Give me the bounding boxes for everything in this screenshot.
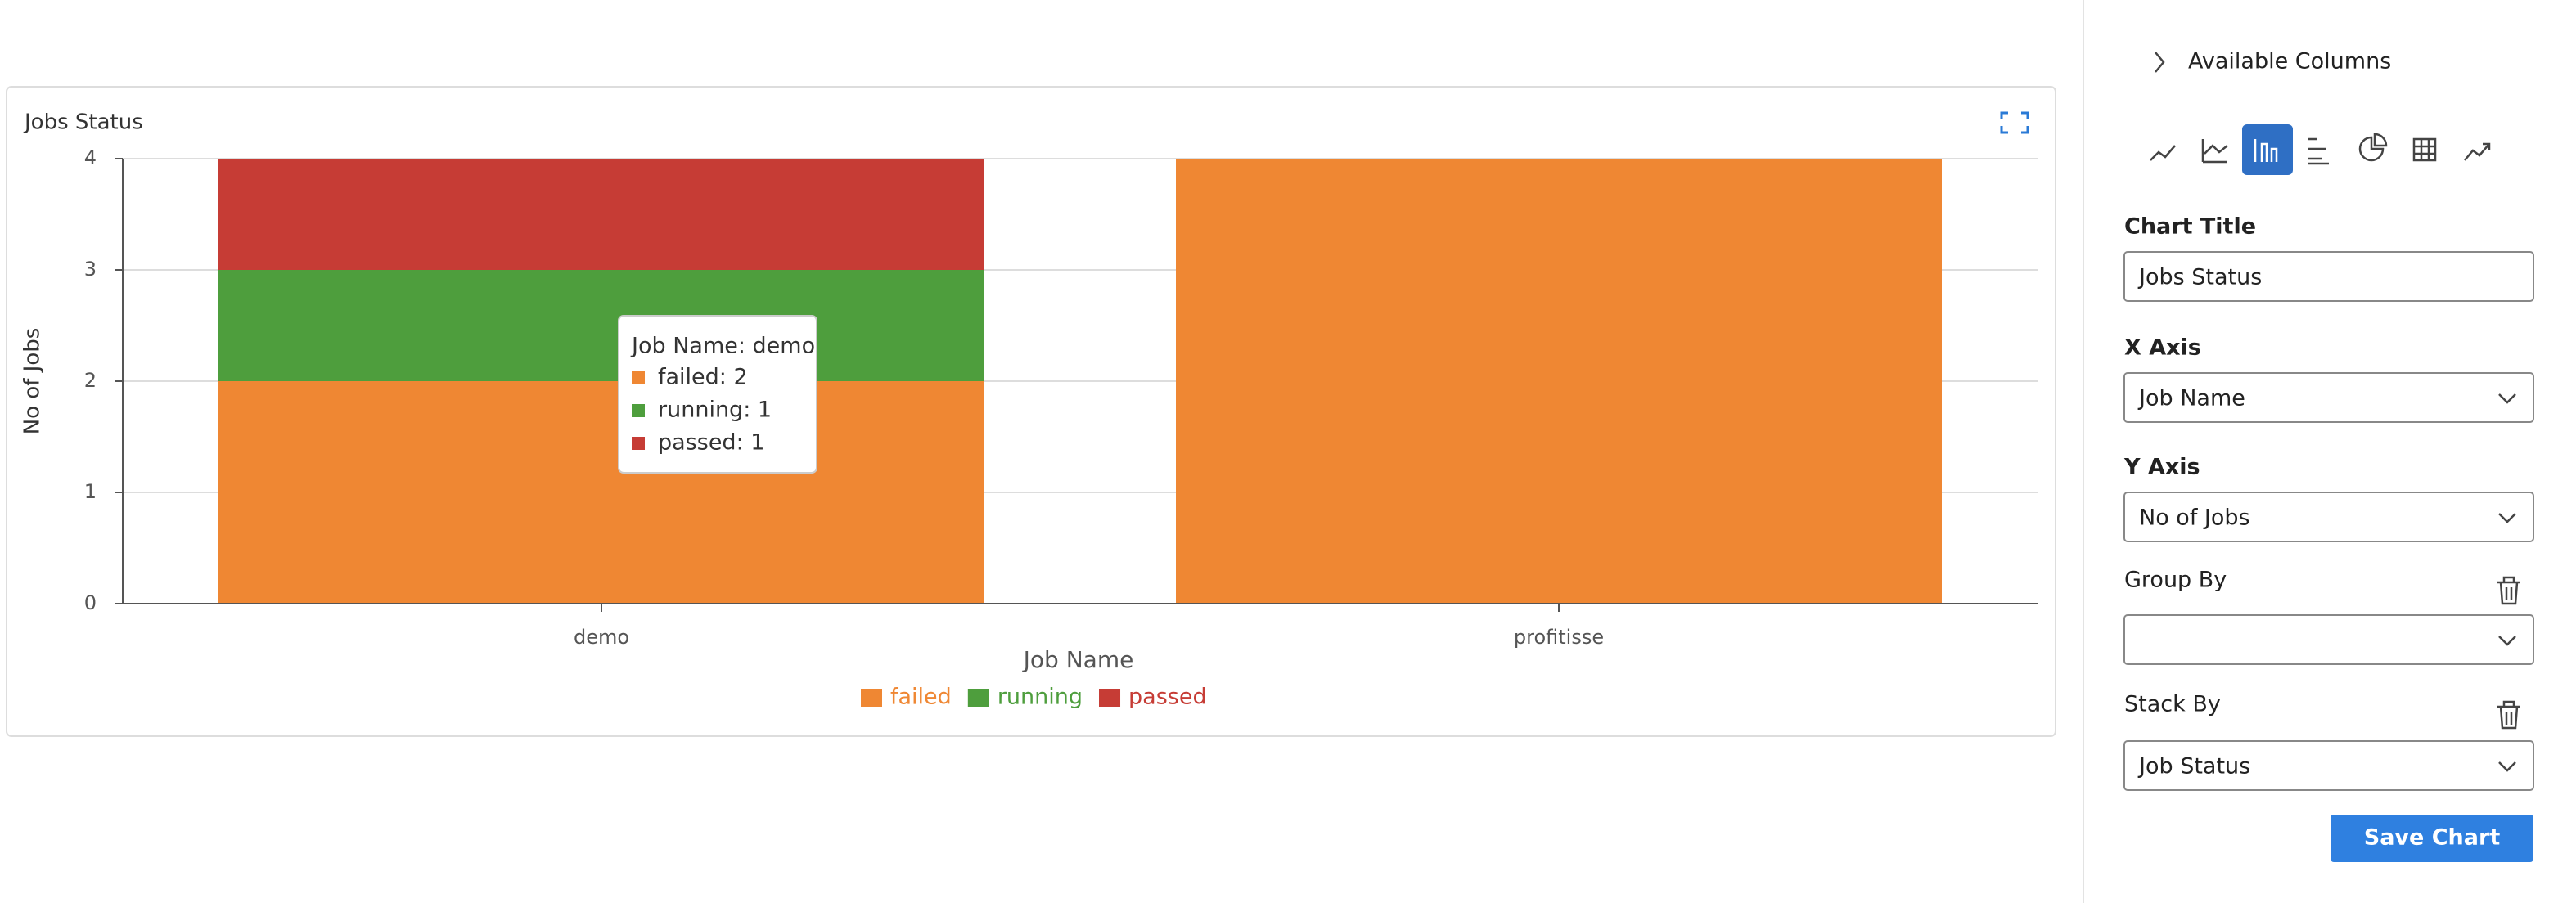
tooltip-swatch (632, 404, 645, 417)
scatter-icon[interactable] (2150, 145, 2176, 161)
trend-icon[interactable] (2464, 142, 2491, 161)
tooltip-box (618, 315, 817, 474)
table-icon[interactable] (2412, 137, 2437, 162)
y-tick-label: 1 (84, 480, 97, 503)
delete-icon[interactable] (2497, 700, 2520, 730)
pie-icon[interactable] (2358, 133, 2388, 162)
y-tick-label: 2 (84, 369, 97, 392)
field-value: Jobs Status (2137, 265, 2262, 290)
tooltip-item: failed: 2 (658, 365, 748, 390)
tooltip-swatch (632, 437, 645, 450)
field-value: Job Status (2137, 754, 2250, 779)
dropdown-chevron (2498, 513, 2516, 523)
x-tick-label: profitisse (1514, 626, 1604, 649)
area-icon[interactable] (2201, 139, 2228, 164)
chart-type-toolbar (2150, 124, 2491, 175)
bar-segment[interactable] (218, 159, 984, 270)
dropdown-chevron (2498, 761, 2516, 772)
bar-segment[interactable] (218, 270, 984, 381)
field-label: Group By (2124, 568, 2227, 593)
dropdown-chevron (2498, 636, 2516, 646)
y-tick-label: 4 (84, 146, 97, 169)
x-axis-label: Job Name (1022, 646, 1134, 673)
save-button[interactable] (2331, 815, 2533, 862)
legend-swatch (861, 689, 882, 707)
dropdown-chevron (2498, 393, 2516, 404)
tooltip-swatch (632, 371, 645, 384)
tooltip-title: Job Name: demo (630, 334, 815, 359)
field-label: X Axis (2124, 335, 2201, 361)
y-tick-label: 0 (84, 591, 97, 614)
x-tick-label: demo (574, 626, 629, 649)
legend-swatch (1099, 689, 1121, 707)
text-input[interactable] (2123, 251, 2534, 302)
legend-swatch (967, 689, 989, 707)
delete-icon[interactable] (2497, 576, 2520, 605)
tooltip-item: running: 1 (658, 398, 772, 423)
bar-segment[interactable] (218, 381, 984, 604)
field-value: Job Name (2137, 386, 2245, 411)
bar-icon (2254, 139, 2278, 162)
y-axis-label: No of Jobs (20, 328, 45, 435)
legend-label[interactable]: running (998, 685, 1083, 710)
chart-title: Jobs Status (23, 110, 143, 135)
y-tick-label: 3 (84, 258, 97, 281)
fullscreen-button[interactable] (2000, 111, 2029, 134)
expand-chevron[interactable] (2155, 52, 2165, 73)
legend-label[interactable]: failed (890, 685, 952, 710)
tooltip: Job Name: demo failed: 2 running: 1 passed… (618, 315, 817, 474)
field-label: Chart Title (2124, 214, 2256, 240)
select[interactable] (2123, 740, 2534, 791)
tooltip-item: passed: 1 (658, 430, 764, 456)
hbar-icon[interactable] (2308, 137, 2329, 165)
save-label: Save Chart (2364, 825, 2501, 851)
field-value: No of Jobs (2139, 505, 2250, 531)
field-label: Stack By (2124, 692, 2221, 717)
available-columns[interactable]: Available Columns (2188, 49, 2391, 74)
bar-segment[interactable] (1176, 159, 1942, 604)
legend-label[interactable]: passed (1128, 685, 1207, 710)
select[interactable] (2123, 614, 2534, 665)
select[interactable] (2123, 372, 2534, 423)
field-label: Y Axis (2123, 455, 2200, 480)
select[interactable] (2123, 492, 2534, 542)
